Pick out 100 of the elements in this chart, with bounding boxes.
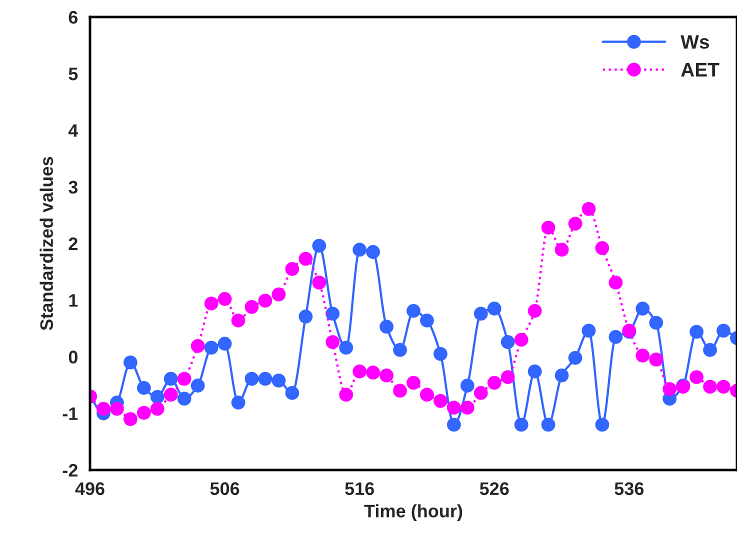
point: [514, 418, 528, 432]
point: [528, 304, 542, 318]
point: [204, 296, 218, 310]
x-tick-label: 516: [345, 482, 374, 496]
point: [649, 352, 664, 367]
y-tick-label: -2: [62, 464, 78, 477]
point: [420, 314, 434, 328]
point: [204, 340, 218, 355]
point: [258, 294, 272, 308]
point: [690, 324, 704, 339]
point: [272, 374, 286, 388]
y-tick-label: 3: [68, 180, 78, 194]
x-axis-title: Time (hour): [364, 504, 462, 522]
y-axis-title: Standardized values: [40, 156, 54, 330]
point: [393, 384, 407, 398]
y-tick-label: 2: [68, 237, 78, 250]
point: [218, 292, 232, 306]
point: [434, 346, 448, 361]
point: [460, 378, 474, 393]
point: [123, 355, 138, 370]
point: [636, 348, 650, 363]
point: [406, 304, 420, 318]
point: [298, 252, 313, 266]
y-tick-label: 6: [68, 10, 78, 24]
point: [136, 380, 151, 395]
point: [474, 306, 488, 321]
point: [164, 388, 178, 402]
point: [690, 370, 704, 384]
point: [136, 406, 151, 420]
y-tick-label: -1: [62, 407, 78, 420]
point: [177, 372, 192, 386]
point: [500, 370, 515, 384]
point: [500, 335, 515, 349]
point: [541, 418, 556, 432]
point: [406, 376, 420, 390]
x-tick-label: 496: [75, 482, 104, 496]
point: [446, 400, 461, 415]
point: [96, 402, 110, 416]
point: [703, 380, 717, 394]
point: [110, 402, 124, 416]
x-tick-label: 536: [614, 482, 644, 496]
point: [582, 324, 596, 338]
point: [649, 316, 664, 330]
point: [474, 386, 488, 400]
point: [285, 262, 300, 276]
point: [380, 368, 394, 382]
point: [514, 332, 528, 347]
point: [150, 390, 164, 404]
point: [366, 245, 380, 259]
y-tick-label: 1: [69, 294, 78, 307]
point: [244, 372, 259, 386]
point: [150, 402, 164, 416]
point: [554, 368, 569, 382]
point: [298, 310, 313, 324]
point: [541, 220, 556, 235]
point: [460, 400, 474, 415]
y-tick-label: 4: [68, 124, 78, 137]
point: [352, 364, 367, 378]
point: [420, 388, 434, 402]
point: [258, 372, 272, 386]
point: [662, 382, 677, 396]
point: [393, 343, 407, 357]
point: [312, 238, 326, 253]
point: [446, 418, 461, 432]
point: [339, 340, 354, 355]
point: [177, 392, 192, 406]
point: [608, 330, 623, 344]
point: [285, 386, 300, 400]
legend-label: AET: [681, 63, 720, 76]
point: [487, 302, 502, 316]
point: [190, 339, 205, 353]
point: [164, 372, 178, 386]
point: [123, 412, 138, 426]
point: [380, 320, 394, 334]
point: [312, 276, 326, 290]
y-tick-label: 0: [68, 350, 78, 364]
point: [582, 202, 596, 216]
point: [272, 288, 286, 302]
point: [326, 306, 340, 321]
point: [636, 302, 650, 316]
point: [366, 366, 380, 380]
point: [716, 380, 730, 394]
point: [218, 336, 232, 351]
point: [554, 242, 569, 257]
point: [595, 241, 610, 255]
point: [568, 350, 582, 365]
point: [608, 276, 623, 290]
point: [434, 394, 448, 408]
point: [190, 378, 205, 393]
point: [528, 364, 542, 378]
point: [231, 396, 246, 410]
point: [568, 216, 582, 231]
x-tick-label: 506: [210, 482, 240, 496]
legend-label: Ws: [680, 35, 709, 49]
point: [339, 388, 354, 402]
point: [352, 242, 367, 257]
y-tick-label: 5: [68, 68, 78, 80]
point: [703, 343, 717, 357]
point: [595, 418, 610, 432]
point: [231, 314, 246, 328]
